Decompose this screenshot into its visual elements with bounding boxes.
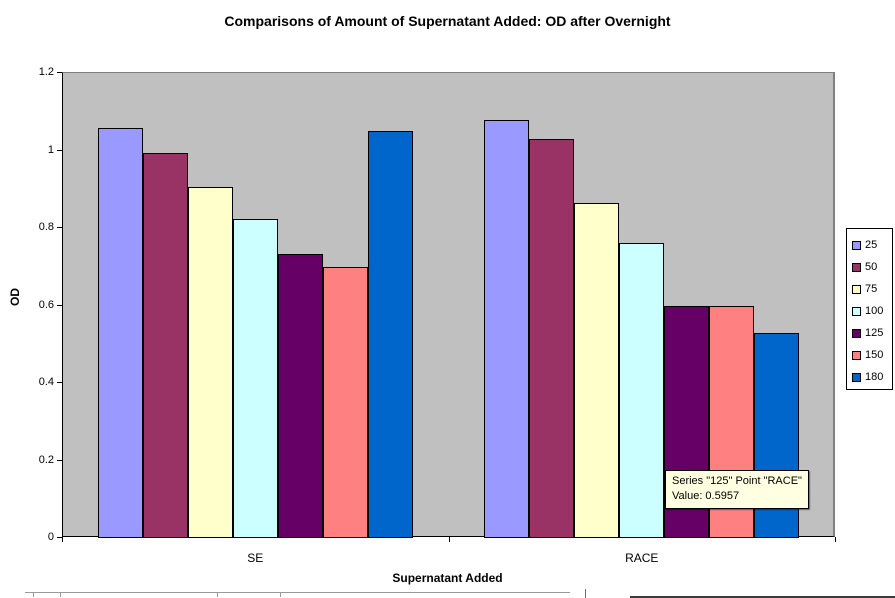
x-tick-mark [835, 537, 836, 542]
bar-SE-150[interactable] [322, 266, 368, 538]
legend-label: 75 [865, 282, 878, 295]
legend-item-180[interactable]: 180 [847, 366, 892, 388]
y-tick-label: 0 [47, 531, 54, 543]
legend-item-150[interactable]: 150 [847, 344, 892, 366]
legend-label: 125 [865, 326, 884, 339]
legend-swatch-icon [852, 372, 861, 382]
worksheet-edge-tick [60, 592, 61, 597]
bar-RACE-100[interactable] [619, 242, 665, 538]
y-tick-mark [57, 459, 62, 461]
y-tick-mark [57, 72, 62, 73]
worksheet-edge-line [25, 592, 570, 593]
category-label-race: RACE [625, 551, 659, 565]
y-tick-label: 0.6 [38, 298, 54, 311]
legend-item-25[interactable]: 25 [847, 234, 892, 256]
y-tick-mark [57, 382, 62, 383]
bar-RACE-50[interactable] [529, 139, 575, 538]
category-label-se: SE [247, 551, 264, 565]
legend-item-50[interactable]: 50 [847, 256, 892, 278]
y-tick-mark [57, 537, 62, 538]
tooltip-series-line: Series "125" Point "RACE" [672, 475, 802, 487]
legend-item-125[interactable]: 125 [847, 322, 892, 344]
worksheet-edge-bottom-line [630, 596, 895, 598]
worksheet-edge-tick [280, 592, 281, 597]
y-tick-label: 0.2 [38, 453, 54, 466]
legend-label: 150 [865, 348, 884, 361]
legend-swatch-icon [852, 262, 861, 272]
legend-swatch-icon [852, 306, 861, 316]
legend-item-75[interactable]: 75 [847, 278, 892, 300]
legend-label: 25 [865, 238, 878, 251]
chart-title: Comparisons of Amount of Supernatant Add… [224, 13, 671, 29]
worksheet-edge-tick [217, 592, 218, 597]
legend-swatch-icon [852, 350, 861, 360]
y-tick-label: 0.4 [38, 376, 54, 388]
worksheet-edge-tick [33, 592, 34, 597]
bar-SE-180[interactable] [367, 130, 413, 538]
tooltip-value-line: Value: 0.5957 [672, 490, 740, 502]
data-point-tooltip: Series "125" Point "RACE" Value: 0.5957 [665, 470, 809, 509]
legend-label: 50 [865, 260, 878, 273]
bar-SE-25[interactable] [97, 128, 143, 538]
bar-SE-125[interactable] [277, 254, 323, 538]
legend-label: 100 [865, 304, 884, 317]
legend-item-100[interactable]: 100 [847, 300, 892, 322]
bar-SE-100[interactable] [232, 218, 278, 538]
y-tick-mark [57, 304, 62, 306]
y-tick-label: 0.8 [38, 221, 54, 233]
legend-swatch-icon [852, 240, 861, 250]
bar-SE-75[interactable] [187, 187, 233, 538]
y-tick-mark [57, 227, 62, 228]
legend-swatch-icon [852, 284, 861, 294]
worksheet-edge-divider [585, 589, 586, 598]
x-axis-title: Supernatant Added [392, 571, 503, 585]
x-tick-mark [448, 537, 450, 542]
bar-RACE-75[interactable] [574, 203, 620, 538]
bar-RACE-25[interactable] [484, 120, 530, 538]
legend[interactable]: 25 50 75 100 125 150 180 [846, 228, 893, 390]
legend-swatch-icon [852, 328, 861, 338]
legend-label: 180 [865, 370, 884, 383]
y-tick-mark [57, 149, 62, 151]
bar-SE-50[interactable] [142, 152, 188, 538]
y-tick-label: 1.2 [38, 66, 54, 78]
y-tick-label: 1 [47, 143, 54, 156]
x-tick-mark [62, 537, 63, 542]
